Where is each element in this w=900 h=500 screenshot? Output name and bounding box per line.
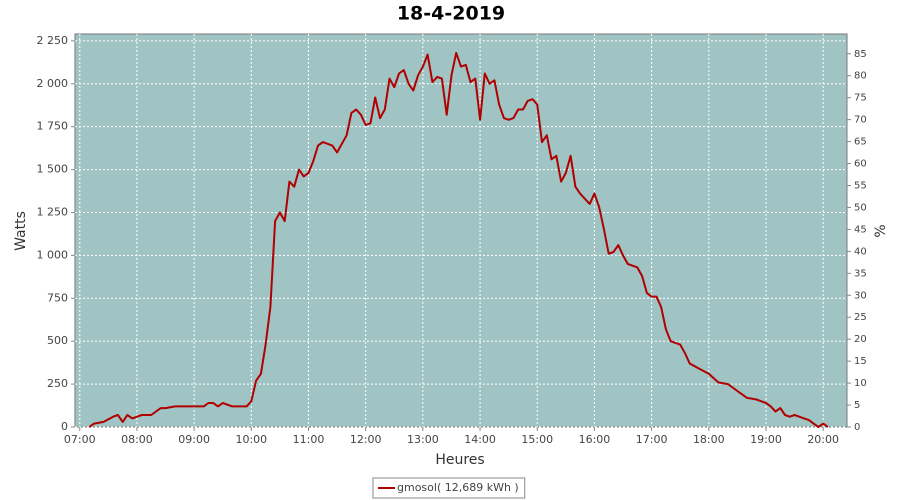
x-tick-label: 17:00 [636,433,668,446]
x-tick-label: 16:00 [579,433,611,446]
chart-title: 18-4-2019 [397,3,505,25]
x-tick-label: 15:00 [521,433,553,446]
y2-tick-label: 30 [854,290,867,301]
y2-tick-label: 85 [854,49,867,60]
x-tick-label: 10:00 [235,433,267,446]
y-tick-label: 0 [61,420,68,433]
y-tick-label: 1 750 [37,120,69,133]
y2-tick-label: 55 [854,180,867,191]
x-tick-label: 09:00 [178,433,210,446]
x-tick-label: 07:00 [64,433,96,446]
legend-label: gmosol( 12,689 kWh ) [397,481,519,494]
y2-tick-label: 20 [854,334,867,345]
y2-tick-label: 65 [854,137,867,148]
x-tick-label: 19:00 [750,433,782,446]
x-tick-label: 18:00 [693,433,725,446]
x-tick-label: 11:00 [293,433,325,446]
y2-axis-title: % [873,224,889,237]
x-axis-title: Heures [435,452,484,468]
y-axis-title: Watts [13,211,29,251]
y2-tick-label: 45 [854,224,867,235]
y-tick-label: 2 000 [37,77,69,90]
y-tick-label: 1 000 [37,248,69,261]
y2-tick-label: 0 [854,422,860,433]
y2-tick-label: 70 [854,115,867,126]
y2-tick-label: 75 [854,93,867,104]
y-tick-label: 500 [47,334,68,347]
x-tick-label: 12:00 [350,433,382,446]
y2-tick-label: 60 [854,159,867,170]
y2-tick-label: 15 [854,356,867,367]
y2-tick-label: 40 [854,246,867,257]
y-tick-label: 750 [47,291,68,304]
y2-tick-label: 25 [854,312,867,323]
x-tick-label: 08:00 [121,433,153,446]
y2-tick-label: 5 [854,400,860,411]
y-tick-label: 1 500 [37,163,69,176]
y2-tick-label: 35 [854,268,867,279]
y-tick-label: 2 250 [37,34,69,47]
y-tick-label: 1 250 [37,205,69,218]
x-tick-label: 20:00 [807,433,839,446]
x-tick-label: 14:00 [464,433,496,446]
x-tick-label: 13:00 [407,433,439,446]
y2-tick-label: 80 [854,71,867,82]
y2-tick-label: 10 [854,378,867,389]
y2-tick-label: 50 [854,202,867,213]
plot-area [74,33,848,428]
y-tick-label: 250 [47,377,68,390]
legend-box [372,477,526,499]
data-line [88,51,829,428]
